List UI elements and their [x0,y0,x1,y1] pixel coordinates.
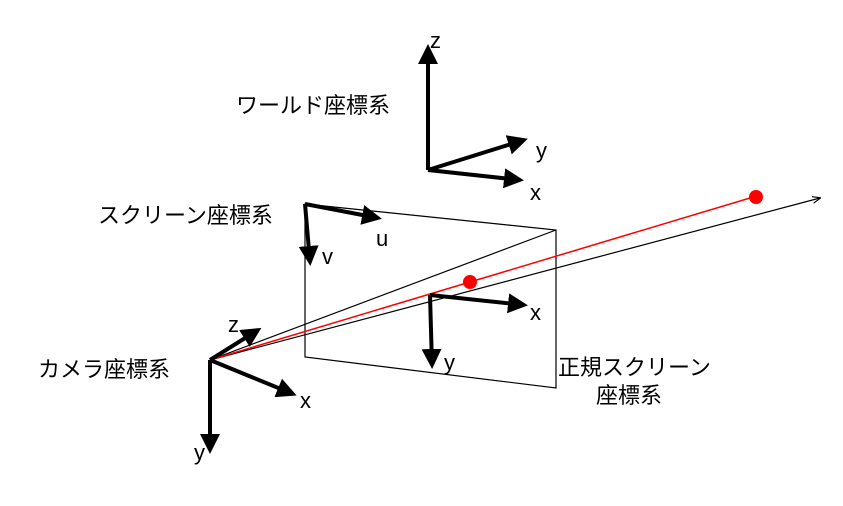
label-screen: スクリーン座標系 [98,198,273,230]
label-camera: カメラ座標系 [38,352,170,384]
diagram-svg [0,0,843,506]
axis-label-cam-x: x [300,388,311,414]
axis-label-cam-y: y [194,440,205,466]
axis-label-world-x: x [530,180,541,206]
axis-label-norm-x: x [530,300,541,326]
label-world: ワールド座標系 [236,88,390,120]
axis-label-screen-u: u [376,226,388,252]
axis-label-screen-v: v [322,244,333,270]
perspective-rays [210,198,820,360]
projection-ray [210,195,760,360]
axis-label-cam-z: z [228,312,239,338]
world-axes [428,48,524,180]
screen-axes [305,204,378,262]
axis-label-world-z: z [430,28,441,54]
axis-label-norm-y: y [444,350,455,376]
label-nscreen-2: 座標系 [596,378,662,410]
axis-label-world-y: y [536,138,547,164]
diagram-stage: ワールド座標系 スクリーン座標系 カメラ座標系 正規スクリーン 座標系 z y … [0,0,843,506]
